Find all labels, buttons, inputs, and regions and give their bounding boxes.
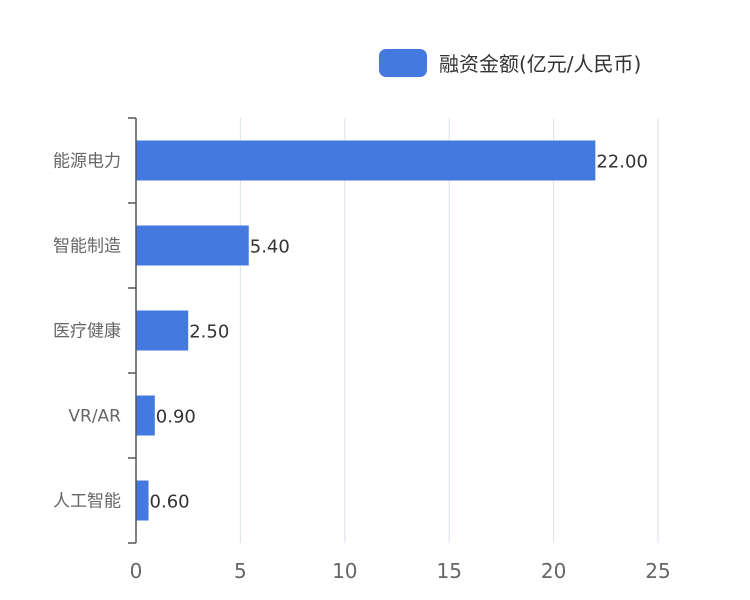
x-tick-label: 15 [436,559,461,583]
y-tick-label: 人工智能 [53,492,121,512]
labels: 0 5 10 15 20 25 能源电力 22.00 智能制造 5.40 医疗健康 2.50 VR/AR… [53,152,671,584]
data-label: 22.00 [596,152,648,173]
x-tick-label: 5 [234,559,247,583]
x-tick-label: 20 [541,559,566,583]
grid-layer [239,118,659,543]
y-tick-label: 医疗健康 [53,322,121,342]
x-tick-label: 10 [332,559,357,583]
x-tick-label: 0 [130,559,143,583]
y-tick-label: 智能制造 [53,237,121,257]
bars [136,140,596,521]
legend-swatch [379,49,427,77]
data-label: 0.60 [150,492,190,513]
bar[interactable] [136,395,155,436]
bar[interactable] [136,140,596,181]
y-tick-label: VR/AR [68,407,121,427]
bar[interactable] [136,480,149,521]
legend[interactable]: 融资金额(亿元/人民币) [379,49,641,77]
x-tick-label: 25 [645,559,670,583]
data-label: 0.90 [156,407,196,428]
bar[interactable] [136,225,249,266]
bar[interactable] [136,310,189,351]
data-label: 2.50 [189,322,229,343]
legend-label: 融资金额(亿元/人民币) [439,52,641,76]
data-label: 5.40 [250,237,290,258]
y-tick-label: 能源电力 [53,152,121,172]
axes [128,117,137,544]
